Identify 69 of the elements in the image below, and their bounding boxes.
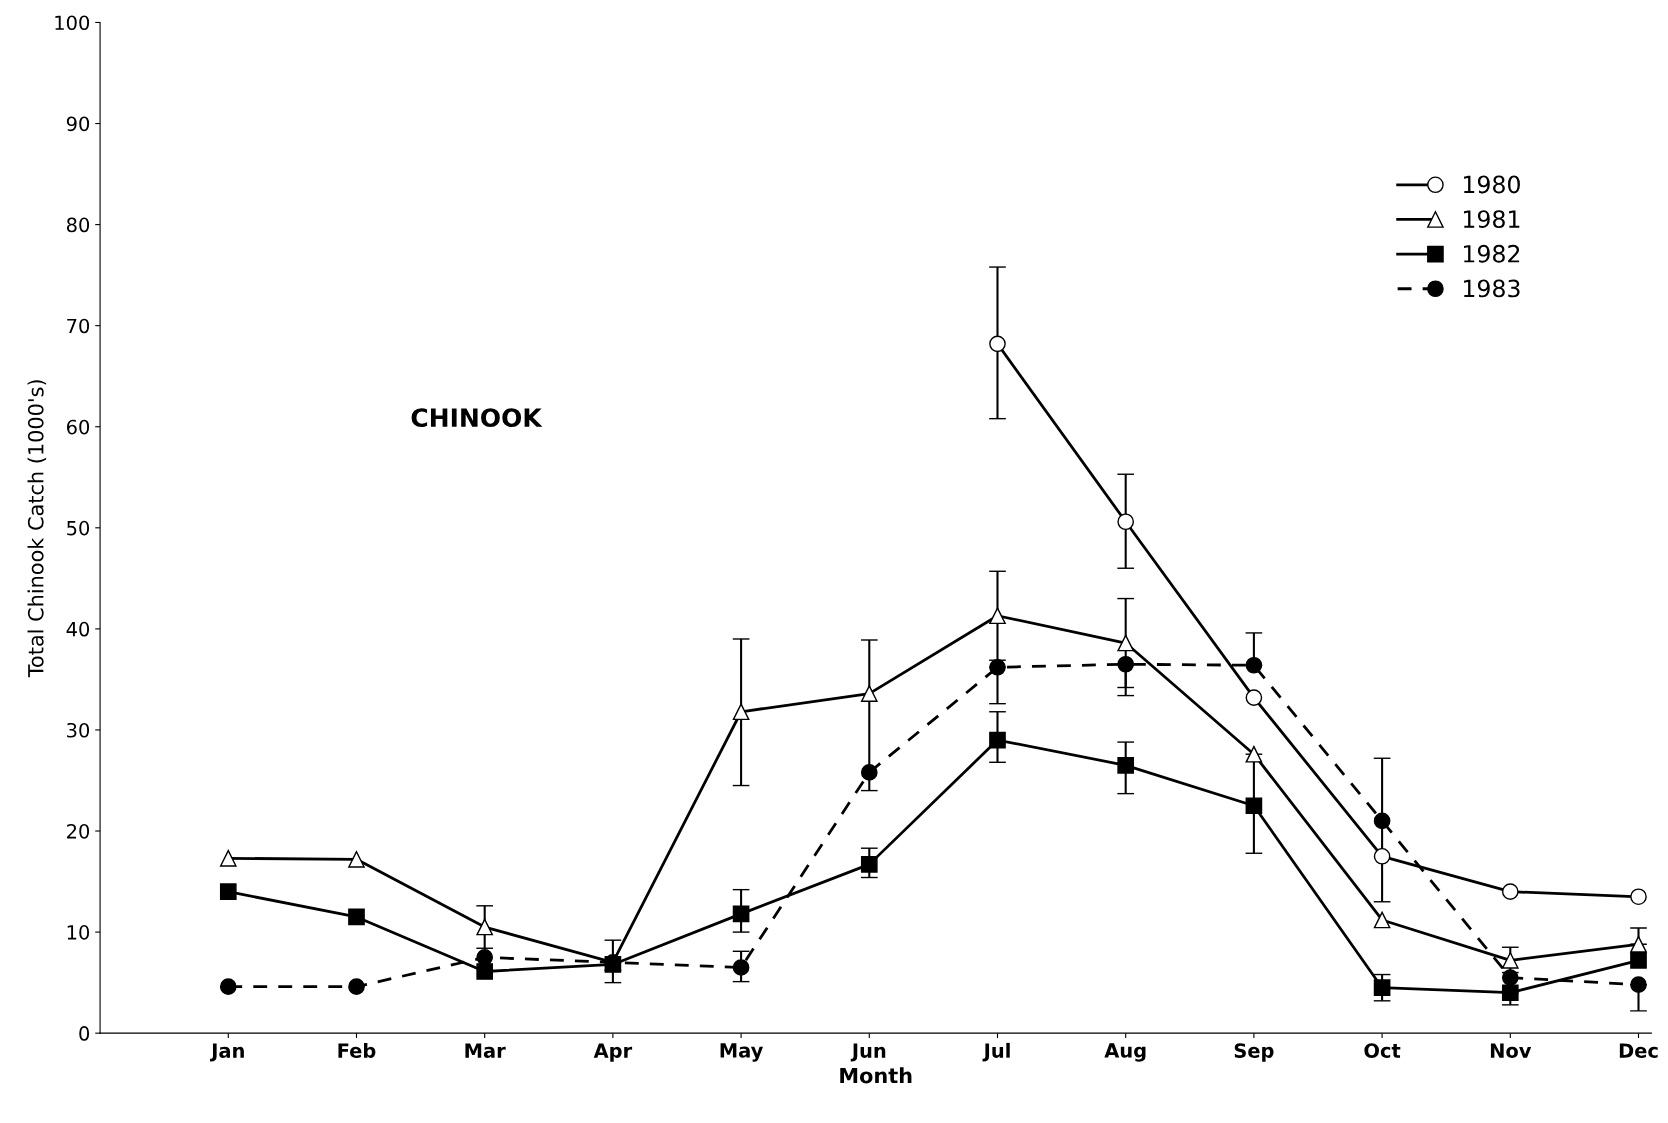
point bbox=[1373, 847, 1391, 865]
point bbox=[476, 918, 494, 936]
x-tick-label: Mar bbox=[465, 1043, 506, 1058]
x-tick-label: Feb bbox=[338, 1042, 376, 1058]
point bbox=[219, 883, 237, 900]
point bbox=[860, 685, 878, 702]
y-tick-label: 50 bbox=[67, 520, 90, 536]
y-tick-label: 90 bbox=[66, 116, 90, 132]
legend-label: 1980 bbox=[1463, 175, 1520, 194]
point bbox=[1501, 952, 1519, 969]
point bbox=[860, 856, 878, 873]
point bbox=[1373, 812, 1391, 830]
point bbox=[219, 849, 237, 867]
point bbox=[732, 703, 750, 721]
point bbox=[1117, 513, 1135, 531]
y-tick-label: 60 bbox=[66, 419, 90, 435]
x-tick-label: Jun bbox=[850, 1043, 886, 1062]
y-tick-label: 70 bbox=[67, 318, 90, 334]
point bbox=[1117, 756, 1135, 774]
x-tick-label: Jul bbox=[982, 1042, 1010, 1062]
x-tick-label: Nov bbox=[1490, 1043, 1532, 1058]
point bbox=[1630, 952, 1647, 969]
x-axis-title: Month bbox=[840, 1067, 912, 1084]
point bbox=[1245, 689, 1263, 706]
point bbox=[860, 764, 878, 781]
annotation: CHINOOK bbox=[411, 408, 543, 428]
point bbox=[1501, 969, 1519, 986]
point bbox=[1630, 935, 1647, 953]
point bbox=[1117, 655, 1135, 673]
point bbox=[1245, 745, 1263, 763]
point bbox=[989, 335, 1006, 353]
point bbox=[1501, 883, 1519, 900]
point bbox=[348, 978, 365, 996]
y-tick-label: 80 bbox=[66, 217, 90, 233]
point bbox=[476, 949, 494, 966]
y-tick-label: 20 bbox=[67, 823, 90, 839]
x-tick-label: Oct bbox=[1364, 1043, 1401, 1058]
point bbox=[476, 963, 494, 980]
x-tick-label: Apr bbox=[593, 1043, 633, 1062]
point bbox=[1501, 984, 1519, 1002]
point bbox=[732, 905, 750, 923]
point bbox=[1245, 656, 1263, 674]
x-tick-label: Jan bbox=[210, 1043, 244, 1062]
y-axis-title: Total Chinook Catch (1000's) bbox=[27, 380, 47, 678]
y-tick-label: 40 bbox=[66, 621, 90, 637]
point bbox=[1630, 888, 1647, 906]
point bbox=[989, 658, 1006, 676]
point bbox=[1630, 976, 1647, 993]
y-tick-label: 30 bbox=[67, 722, 90, 738]
x-tick-label: Aug bbox=[1104, 1043, 1146, 1062]
legend-label: 1981 bbox=[1463, 210, 1520, 229]
point bbox=[1245, 797, 1263, 815]
point bbox=[1117, 634, 1135, 652]
y-tick-label: 100 bbox=[55, 15, 90, 31]
point bbox=[989, 607, 1006, 625]
point bbox=[348, 850, 365, 868]
point bbox=[348, 908, 365, 926]
x-tick-label: Sep bbox=[1234, 1043, 1274, 1062]
point bbox=[219, 978, 237, 996]
y-tick-label: 0 bbox=[79, 1026, 90, 1041]
legend-label: 1982 bbox=[1463, 244, 1520, 263]
x-tick-label: May bbox=[720, 1043, 763, 1062]
x-tick-label: Dec bbox=[1619, 1043, 1658, 1058]
y-tick-label: 10 bbox=[67, 925, 90, 940]
point bbox=[989, 731, 1006, 749]
point bbox=[1373, 979, 1391, 997]
point bbox=[732, 959, 750, 976]
point bbox=[1373, 911, 1391, 929]
legend-label: 1983 bbox=[1463, 279, 1520, 298]
